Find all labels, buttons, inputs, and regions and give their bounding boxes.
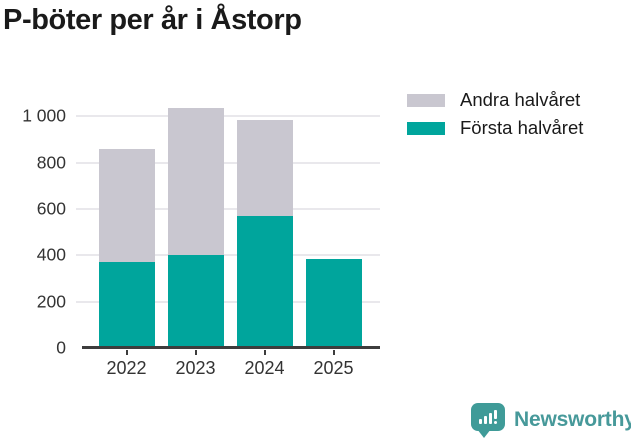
gridline — [76, 115, 380, 118]
bar-2022 — [98, 148, 155, 347]
gridline — [76, 254, 380, 257]
x-axis-line — [82, 346, 380, 349]
legend-item-andra-halvaret: Andra halvåret — [407, 89, 583, 111]
bar-slot — [92, 100, 161, 347]
bar-2025 — [305, 258, 362, 347]
y-tick-label: 400 — [36, 244, 66, 265]
bar-segment-2023 — [167, 108, 224, 256]
y-tick-label: 0 — [56, 337, 66, 358]
bar-slot — [299, 100, 368, 347]
x-tick-label: 2022 — [106, 358, 147, 378]
bar-segment-2024 — [236, 119, 293, 217]
bar-segment-2023 — [167, 255, 224, 347]
x-tick-label: 2023 — [175, 358, 216, 378]
logo-mini-bars — [478, 409, 498, 424]
newsworthy-branding: Newsworthy — [470, 402, 631, 438]
y-tick-label: 1 000 — [22, 105, 66, 126]
bar-slot — [230, 100, 299, 347]
x-tick-mark — [194, 350, 197, 355]
x-tick-2025: 2025 — [299, 350, 368, 379]
y-axis-labels: 0 200 400 600 800 1 000 — [0, 100, 66, 356]
logo-bubble-tail — [477, 429, 491, 438]
newsworthy-logo-icon — [470, 402, 506, 438]
y-tick-label: 600 — [36, 198, 66, 219]
bar-segment-2022 — [98, 148, 155, 263]
legend-swatch-forsta-halvaret — [407, 121, 445, 135]
y-tick-label: 800 — [36, 151, 66, 172]
x-tick-label: 2025 — [313, 358, 354, 378]
x-tick-2022: 2022 — [92, 350, 161, 379]
gridline — [76, 161, 380, 164]
x-tick-label: 2024 — [244, 358, 285, 378]
legend-label-andra-halvaret: Andra halvåret — [460, 89, 581, 110]
gridline — [76, 300, 380, 303]
legend: Andra halvåret Första halvåret — [407, 89, 583, 145]
legend-swatch-andra-halvaret — [407, 93, 445, 107]
bar-slot — [161, 100, 230, 347]
gridline — [76, 207, 380, 210]
x-tick-2024: 2024 — [230, 350, 299, 379]
logo-exclamation — [493, 409, 498, 424]
legend-item-forsta-halvaret: Första halvåret — [407, 117, 583, 139]
bar-segment-2022 — [98, 262, 155, 347]
plot-area — [76, 100, 380, 349]
x-tick-mark — [263, 350, 266, 355]
x-tick-mark — [125, 350, 128, 355]
logo-bubble — [471, 403, 505, 431]
y-tick-label: 200 — [36, 290, 66, 311]
newsworthy-wordmark: Newsworthy — [514, 408, 631, 431]
bar-segment-2024 — [236, 216, 293, 347]
bar-2023 — [167, 108, 224, 347]
x-tick-2023: 2023 — [161, 350, 230, 379]
bars — [92, 100, 368, 347]
x-axis-labels: 2022 2023 2024 2025 — [92, 350, 368, 379]
chart-title: P-böter per år i Åstorp — [3, 4, 302, 36]
bar-2024 — [236, 119, 293, 347]
bar-segment-2025 — [305, 258, 362, 347]
x-tick-mark — [332, 350, 335, 355]
legend-label-forsta-halvaret: Första halvåret — [460, 117, 584, 138]
